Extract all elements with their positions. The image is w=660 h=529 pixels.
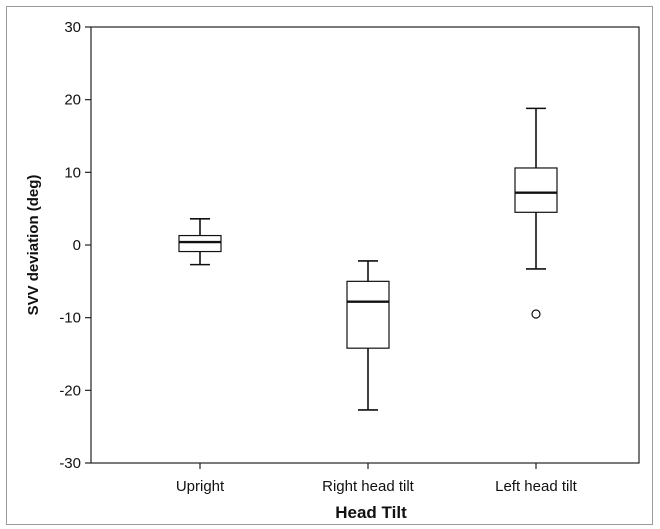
box-iqr bbox=[346, 280, 390, 349]
y-tick-label: 30 bbox=[64, 19, 81, 36]
box-2 bbox=[346, 260, 390, 411]
box-1 bbox=[178, 218, 222, 266]
box-3 bbox=[514, 107, 558, 319]
box-iqr bbox=[178, 234, 222, 253]
y-tick-label: 20 bbox=[64, 92, 81, 109]
y-tick-label: -30 bbox=[59, 455, 81, 472]
y-axis-title: SVV deviation (deg) bbox=[25, 175, 42, 316]
x-tick-label: Right head tilt bbox=[322, 478, 415, 495]
y-axis-ticks: 30 20 10 0 -10 -20 -30 bbox=[59, 19, 91, 472]
y-tick-label: 0 bbox=[73, 237, 81, 254]
outlier-point bbox=[531, 309, 541, 319]
x-axis-title: Head Tilt bbox=[335, 503, 407, 522]
x-axis-ticks: Upright Right head tilt Left head tilt bbox=[176, 463, 578, 495]
x-tick-label: Upright bbox=[176, 478, 225, 495]
box-iqr bbox=[514, 167, 558, 213]
chart-frame bbox=[6, 6, 653, 525]
y-tick-label: -10 bbox=[59, 310, 81, 327]
y-tick-label: -20 bbox=[59, 382, 81, 399]
box-series bbox=[178, 107, 558, 411]
y-tick-label: 10 bbox=[64, 164, 81, 181]
plot-border bbox=[90, 26, 640, 464]
x-tick-label: Left head tilt bbox=[495, 478, 578, 495]
plot-area bbox=[90, 26, 640, 464]
